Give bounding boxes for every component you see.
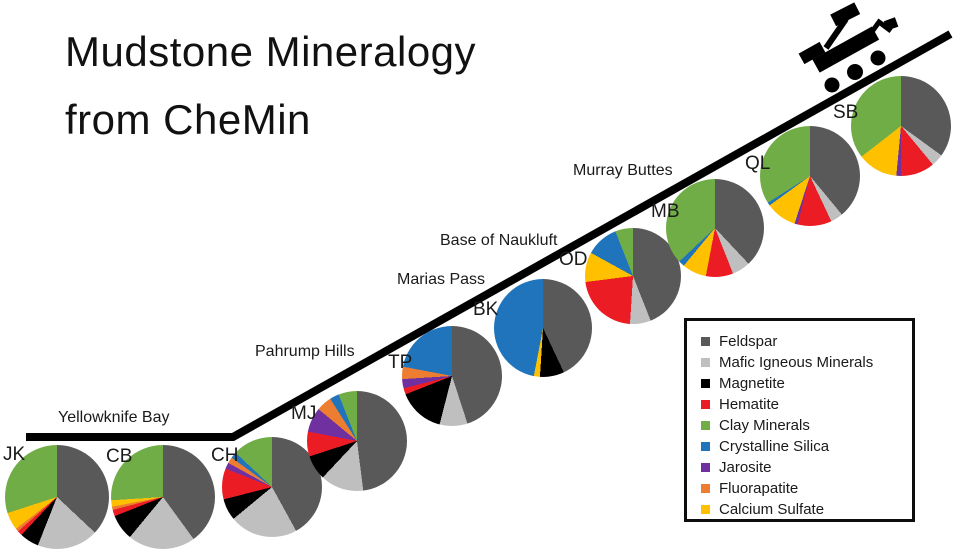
pie-label-mb: MB — [651, 201, 680, 222]
pie-mb — [666, 179, 764, 277]
rover-icon — [798, 2, 899, 93]
location-label-marias-pass: Marias Pass — [397, 271, 486, 288]
legend-swatch-mafic-igneous-minerals — [701, 358, 710, 367]
pie-label-mj: MJ — [291, 403, 317, 424]
legend-item-hematite: Hematite — [701, 394, 912, 415]
legend-label-clay-minerals: Clay Minerals — [719, 417, 810, 434]
pie-label-sb: SB — [833, 102, 859, 123]
location-label-pahrump-hills: Pahrump Hills — [255, 343, 355, 360]
legend-swatch-jarosite — [701, 463, 710, 472]
pie-od — [585, 228, 681, 324]
pie-label-cb: CB — [106, 446, 133, 467]
figure-title-line1: Mudstone Mineralogy — [65, 28, 477, 75]
pie-cb — [111, 445, 215, 549]
pie-label-tp: TP — [388, 352, 413, 373]
legend-item-jarosite: Jarosite — [701, 457, 912, 478]
legend-label-fluorapatite: Fluorapatite — [719, 480, 799, 497]
legend-item-crystalline-silica: Crystalline Silica — [701, 436, 912, 457]
legend-label-jarosite: Jarosite — [719, 459, 772, 476]
location-label-base-of-naukluft: Base of Naukluft — [440, 232, 558, 249]
pie-bk — [494, 279, 592, 377]
pie-ch — [222, 437, 322, 537]
legend-item-calcium-sulfate: Calcium Sulfate — [701, 499, 912, 520]
pie-label-jk: JK — [3, 444, 26, 465]
legend-swatch-crystalline-silica — [701, 442, 710, 451]
legend-swatch-feldspar — [701, 337, 710, 346]
legend-label-crystalline-silica: Crystalline Silica — [719, 438, 830, 455]
pie-label-od: OD — [559, 249, 588, 270]
legend-swatch-calcium-sulfate — [701, 505, 710, 514]
figure-title: Mudstone Mineralogy from CheMin — [65, 18, 476, 154]
legend-item-feldspar: Feldspar — [701, 331, 912, 352]
location-label-yellowknife-bay: Yellowknife Bay — [58, 409, 170, 426]
legend-label-mafic-igneous-minerals: Mafic Igneous Minerals — [719, 354, 874, 371]
pie-label-ch: CH — [211, 445, 239, 466]
legend-label-hematite: Hematite — [719, 396, 780, 413]
pie-ql — [760, 126, 860, 226]
pie-jk — [5, 445, 109, 549]
pie-label-ql: QL — [745, 153, 771, 174]
location-label-murray-buttes: Murray Buttes — [573, 162, 673, 179]
legend-swatch-hematite — [701, 400, 710, 409]
legend-label-magnetite: Magnetite — [719, 375, 785, 392]
legend-label-feldspar: Feldspar — [719, 333, 778, 350]
legend-swatch-clay-minerals — [701, 421, 710, 430]
legend-item-fluorapatite: Fluorapatite — [701, 478, 912, 499]
legend-item-magnetite: Magnetite — [701, 373, 912, 394]
pie-tp — [402, 326, 502, 426]
legend-item-mafic-igneous-minerals: Mafic Igneous Minerals — [701, 352, 912, 373]
figure-title-line2: from CheMin — [65, 96, 311, 143]
legend-item-clay-minerals: Clay Minerals — [701, 415, 912, 436]
legend-label-calcium-sulfate: Calcium Sulfate — [719, 501, 825, 518]
pie-label-bk: BK — [473, 299, 499, 320]
legend: Feldspar Mafic Igneous Minerals Magnetite H… — [684, 318, 915, 522]
legend-swatch-fluorapatite — [701, 484, 710, 493]
pie-sb — [851, 76, 951, 176]
traverse-line — [26, 30, 953, 441]
pie-mj — [307, 391, 407, 491]
legend-swatch-magnetite — [701, 379, 710, 388]
